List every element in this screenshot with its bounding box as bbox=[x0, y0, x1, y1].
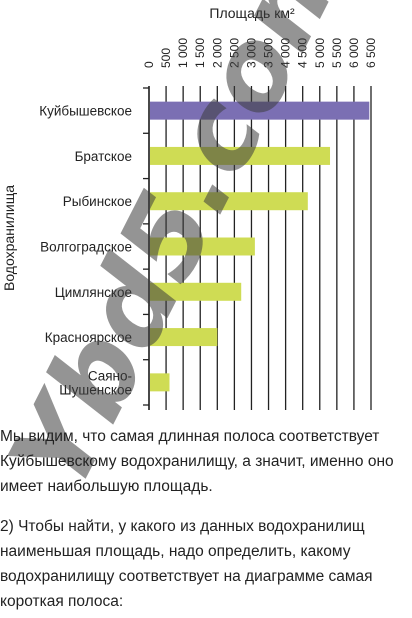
tick-label: 0 bbox=[142, 61, 156, 68]
category-label: Саяно-Шушенское bbox=[59, 368, 132, 397]
category-label: Волгоградское bbox=[40, 240, 132, 255]
tick-label: 1 000 bbox=[176, 38, 190, 68]
tick-label: 3 000 bbox=[244, 38, 258, 68]
paragraph-2: 2) Чтобы найти, у какого из данных водох… bbox=[0, 514, 412, 614]
paragraph-2-line: наименьшая площадь, надо определить, как… bbox=[0, 543, 351, 560]
category-label: Братское bbox=[75, 149, 132, 164]
y-axis-label: Водохранилища bbox=[1, 185, 17, 291]
bar bbox=[150, 146, 331, 165]
chart-title: Площадь км² bbox=[209, 5, 295, 21]
tick-label: 2 500 bbox=[227, 38, 241, 68]
bar bbox=[150, 373, 170, 392]
bar bbox=[150, 237, 255, 256]
tick-label: 5 000 bbox=[313, 38, 327, 68]
category-label: Рыбинское bbox=[63, 194, 132, 209]
tick-label: 4 000 bbox=[279, 38, 293, 68]
category-label: Цимлянское bbox=[55, 285, 132, 300]
bar bbox=[150, 328, 218, 347]
tick-label: 6 000 bbox=[347, 38, 361, 68]
bar bbox=[150, 192, 308, 211]
tick-label: 2 000 bbox=[210, 38, 224, 68]
paragraph-2-line: 2) Чтобы найти, у какого из данных водох… bbox=[0, 518, 365, 535]
tick-label: 5 500 bbox=[330, 38, 344, 68]
paragraph-1-line: имеет наибольшую площадь. bbox=[0, 478, 213, 495]
paragraph-1: Мы видим, что самая длинная полоса соотв… bbox=[0, 424, 412, 499]
paragraph-1-line: Мы видим, что самая длинная полоса соотв… bbox=[0, 428, 380, 445]
paragraph-2-line: водохранилищу соответствует на диаграмме… bbox=[0, 568, 373, 585]
category-label: Красноярское bbox=[45, 330, 132, 345]
tick-label: 6 500 bbox=[364, 38, 378, 68]
bar bbox=[150, 101, 370, 120]
bar bbox=[150, 282, 242, 301]
tick-label: 500 bbox=[159, 48, 173, 68]
tick-label: 3 500 bbox=[262, 38, 276, 68]
tick-label: 1 500 bbox=[193, 38, 207, 68]
paragraph-1-line: Куйбышевскому водохранилищу, а значит, и… bbox=[0, 453, 394, 470]
category-label: Куйбышевское bbox=[39, 104, 132, 119]
paragraph-2-line: короткая полоса: bbox=[0, 593, 124, 610]
tick-label: 4 500 bbox=[296, 38, 310, 68]
